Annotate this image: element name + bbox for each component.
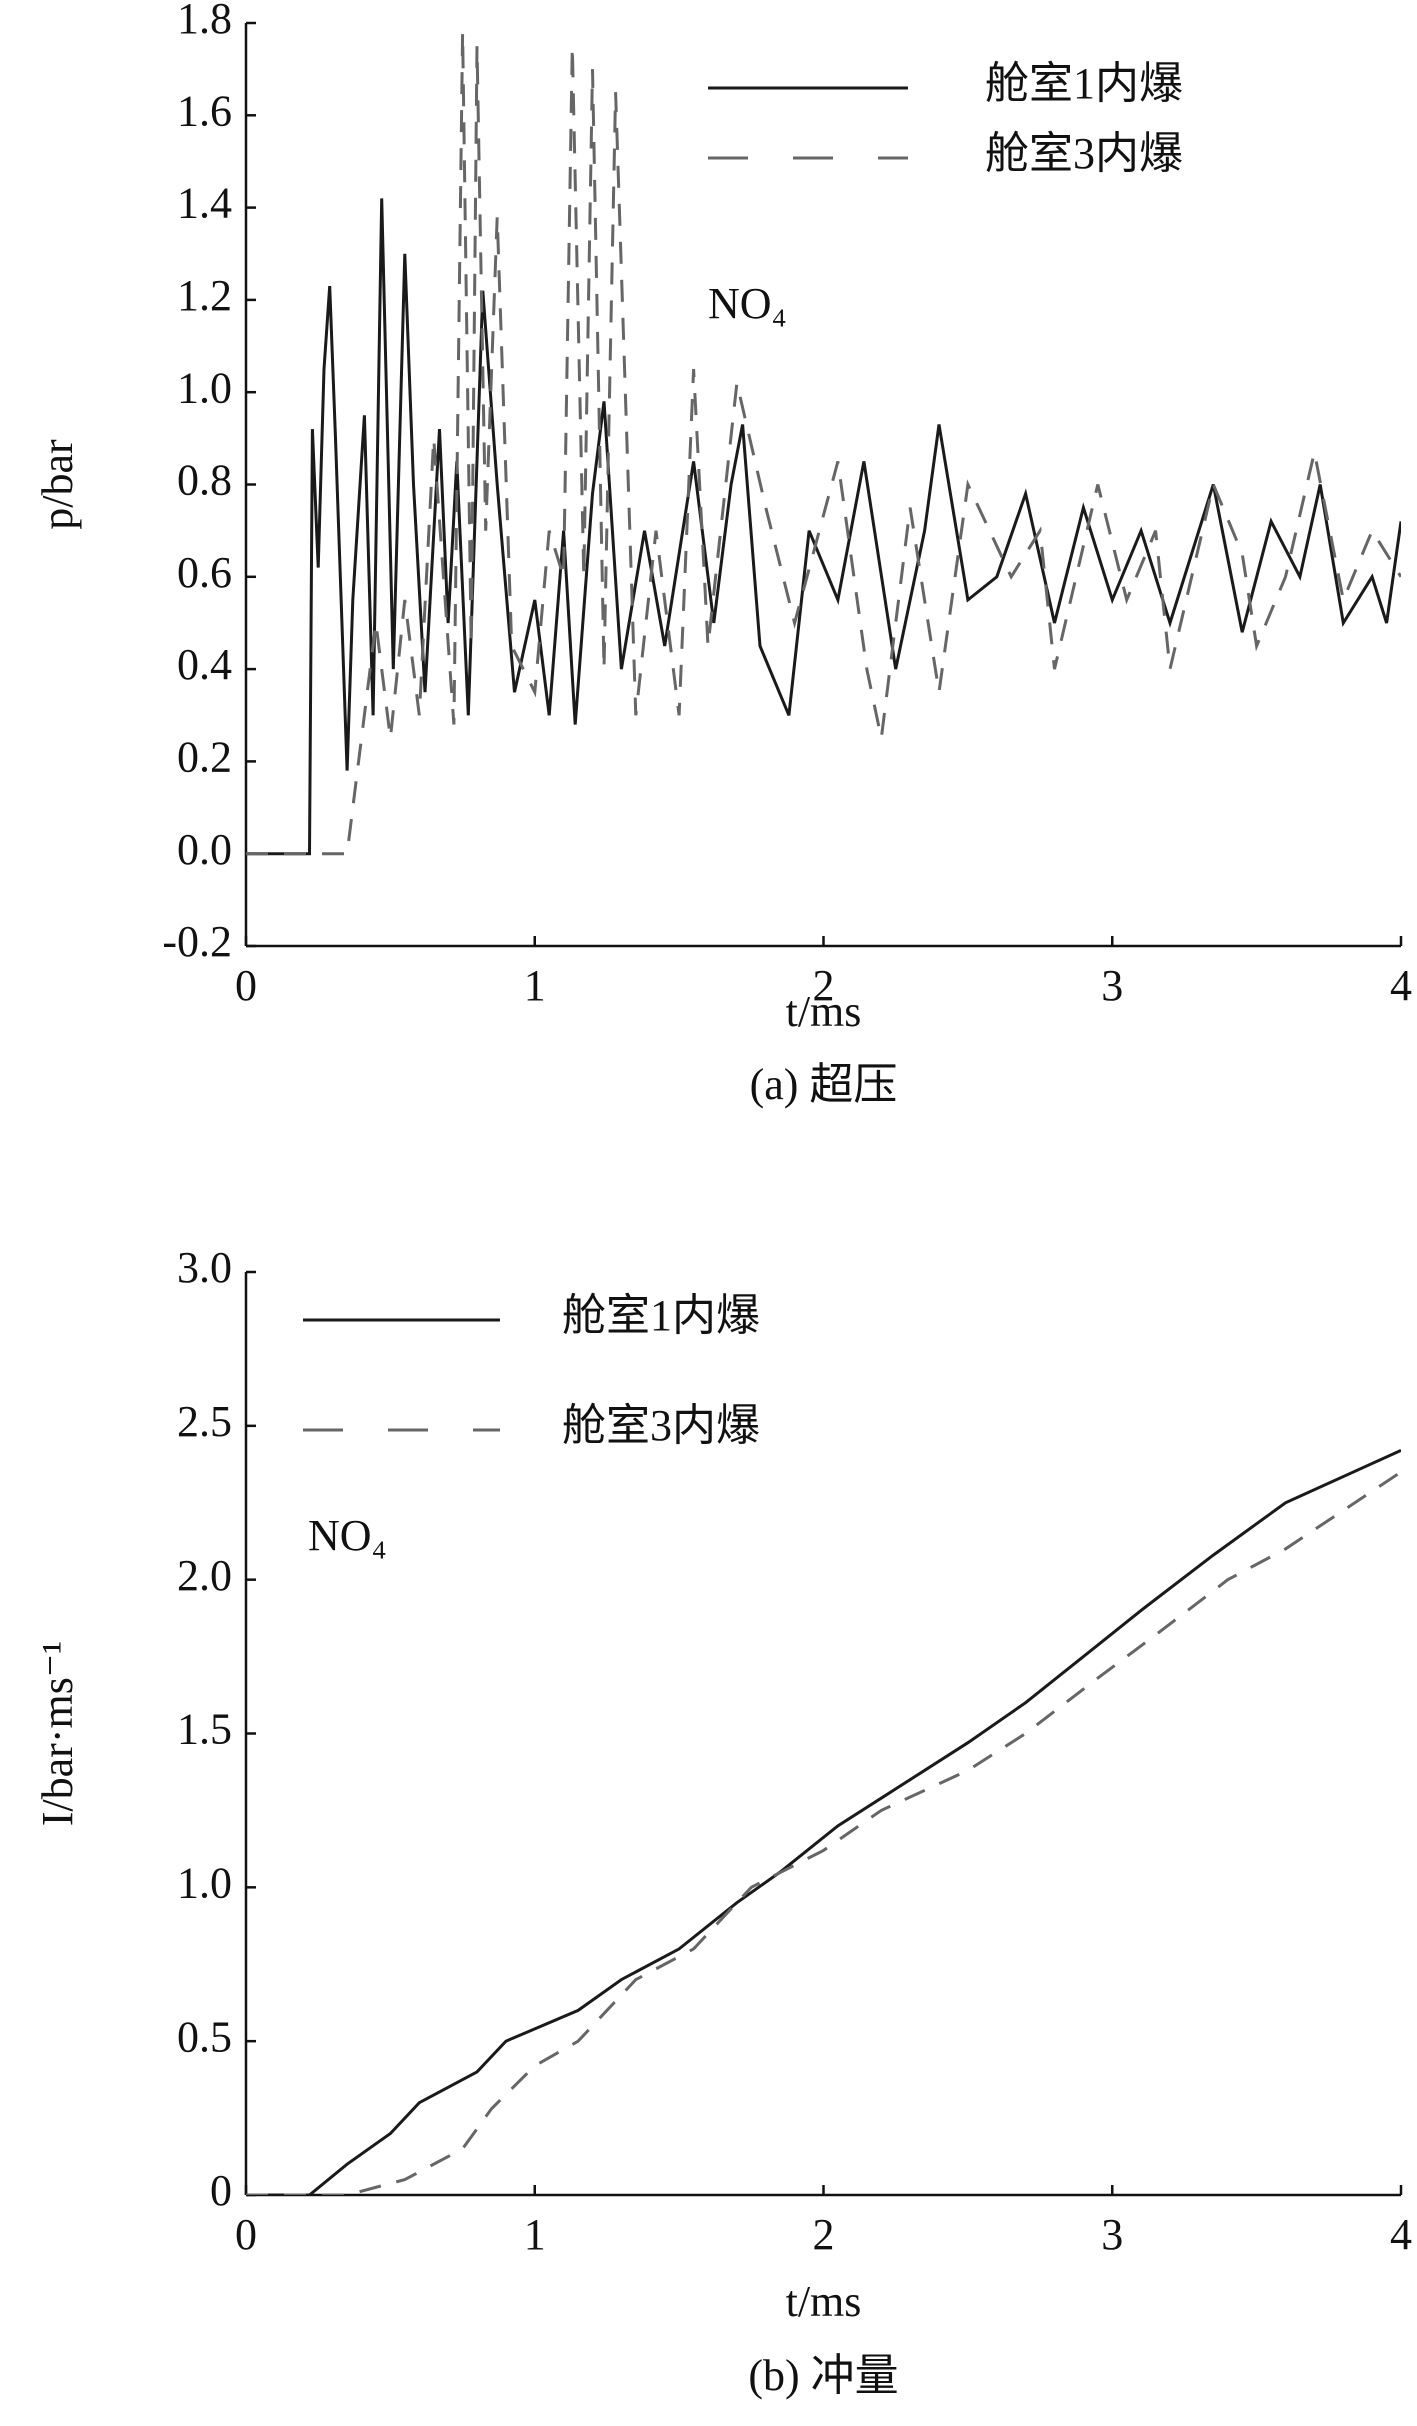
y-tick-label: 1.8: [177, 0, 232, 43]
y-tick-label: 2.0: [177, 1551, 232, 1600]
x-tick-label: 1: [524, 2210, 546, 2259]
y-tick-label: 1.6: [177, 86, 232, 135]
series-line: [246, 32, 1401, 856]
y-tick-label: 0.4: [177, 640, 232, 689]
x-tick-label: 2: [813, 961, 835, 1010]
y-tick-label: 0.5: [177, 2012, 232, 2061]
y-tick-label: 0.0: [177, 825, 232, 874]
y-tick-label: 0: [210, 2166, 232, 2215]
series-line: [246, 1470, 1401, 2195]
legend-label: 舱室1内爆: [562, 1291, 760, 1340]
y-tick-label: 1.5: [177, 1705, 232, 1754]
x-tick-label: 3: [1101, 2210, 1123, 2259]
y-tick-label: 0.8: [177, 456, 232, 505]
y-tick-label: 0.6: [177, 548, 232, 597]
y-axis-label: p/bar: [33, 439, 82, 530]
y-tick-label: 1.4: [177, 179, 232, 228]
x-tick-label: 4: [1390, 961, 1412, 1010]
y-tick-label: 0.2: [177, 732, 232, 781]
legend-label: 舱室3内爆: [985, 129, 1183, 178]
x-axis-label: t/ms: [786, 987, 862, 1036]
x-tick-label: 4: [1390, 2210, 1412, 2259]
caption: (b) 冲量: [748, 2351, 898, 2400]
x-axis-label: t/ms: [786, 2277, 862, 2326]
y-tick-label: -0.2: [162, 917, 232, 966]
y-tick-label: 1.0: [177, 363, 232, 412]
annotation: NO₄: [708, 279, 787, 328]
x-tick-label: 0: [235, 961, 257, 1010]
legend-label: 舱室3内爆: [562, 1401, 760, 1450]
y-axis-label: I/bar·ms⁻¹: [33, 1641, 82, 1826]
series-line: [246, 1449, 1401, 2195]
legend-label: 舱室1内爆: [985, 59, 1183, 108]
caption: (a) 超压: [750, 1060, 898, 1109]
y-tick-label: 3.0: [177, 1243, 232, 1292]
x-tick-label: 1: [524, 961, 546, 1010]
y-tick-label: 2.5: [177, 1397, 232, 1446]
x-tick-label: 0: [235, 2210, 257, 2259]
annotation: NO₄: [308, 1511, 387, 1560]
y-tick-label: 1.2: [177, 271, 232, 320]
x-tick-label: 2: [813, 2210, 835, 2259]
series-line: [246, 198, 1401, 856]
y-tick-label: 1.0: [177, 1858, 232, 1907]
x-tick-label: 3: [1101, 961, 1123, 1010]
